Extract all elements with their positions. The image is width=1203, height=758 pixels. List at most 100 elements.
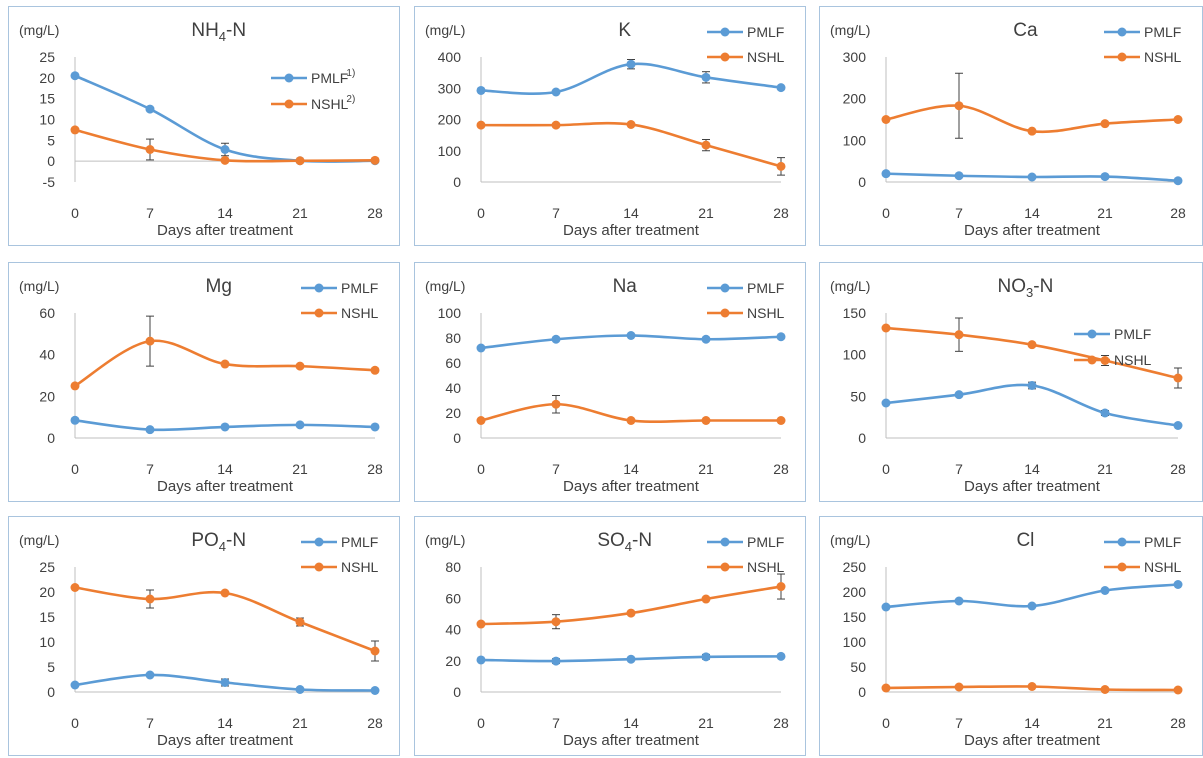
legend-marker — [284, 73, 294, 83]
chart-svg: (mg/L) Cl 0 50 100 150 200 250 0 7 14 21 28 Days afte… — [830, 530, 1186, 749]
x-tick-label: 28 — [773, 715, 789, 731]
chart-title: NH4-N — [191, 20, 246, 44]
data-point-nshl — [881, 115, 891, 124]
data-point-nshl — [626, 416, 636, 425]
data-point-pmlf — [551, 334, 561, 344]
y-tick-label: 40 — [445, 622, 461, 638]
data-point-pmlf — [1027, 601, 1037, 611]
data-point-pmlf — [1100, 408, 1110, 418]
y-tick-label: 40 — [445, 380, 461, 396]
data-point-nshl — [370, 646, 380, 656]
data-point-nshl — [626, 608, 636, 618]
y-tick-label: 200 — [438, 112, 462, 128]
data-point-pmlf — [626, 654, 636, 664]
x-tick-label: 14 — [623, 715, 639, 731]
chart-title-subscript: 4 — [625, 539, 632, 554]
x-tick-label: 28 — [367, 715, 383, 731]
legend-label: NSHL — [747, 559, 785, 575]
data-point-pmlf — [954, 171, 964, 181]
data-point-pmlf — [295, 685, 305, 694]
chart-title-subscript: 3 — [1026, 285, 1033, 300]
data-point-pmlf — [70, 415, 80, 425]
legend-marker — [1117, 27, 1127, 37]
legend-marker — [1087, 355, 1097, 365]
data-point-nshl — [1100, 119, 1110, 129]
data-point-nshl — [145, 336, 155, 346]
y-tick-label: 0 — [47, 153, 55, 169]
data-point-pmlf — [626, 59, 636, 69]
data-point-pmlf — [954, 596, 964, 606]
unit-label: (mg/L) — [19, 532, 59, 548]
data-point-pmlf — [476, 343, 486, 353]
y-tick-label: 20 — [39, 584, 55, 600]
chart-title: NO3-N — [998, 276, 1054, 300]
x-tick-label: 0 — [882, 461, 890, 477]
data-point-pmlf — [1173, 176, 1183, 186]
data-point-nshl — [1027, 126, 1037, 136]
legend-label: NSHL — [747, 49, 785, 65]
y-tick-label: 0 — [858, 430, 866, 446]
data-point-nshl — [881, 323, 891, 333]
legend-item-pmlf: PMLF — [707, 24, 784, 40]
data-point-pmlf — [881, 169, 891, 179]
y-tick-label: 50 — [850, 659, 866, 675]
legend-marker — [314, 283, 324, 293]
data-point-pmlf — [145, 425, 155, 435]
x-tick-label: 21 — [1097, 461, 1113, 477]
chart-panel-k: (mg/L) K 0 100 200 300 400 0 7 14 21 28 Days after t… — [414, 6, 806, 246]
chart-title-main: PO — [191, 530, 218, 551]
data-point-pmlf — [1100, 172, 1110, 182]
legend-label: NSHL — [1144, 559, 1182, 575]
y-tick-label: 100 — [843, 347, 867, 363]
data-point-pmlf — [776, 83, 786, 93]
data-point-nshl — [370, 365, 380, 375]
x-tick-label: 7 — [146, 461, 154, 477]
x-tick-label: 0 — [882, 205, 890, 221]
data-point-nshl — [626, 120, 636, 129]
data-point-pmlf — [881, 398, 891, 408]
y-tick-label: 5 — [47, 132, 55, 148]
legend-item-pmlf: PMLF — [301, 534, 378, 550]
data-point-nshl — [954, 330, 964, 340]
series-line-nshl — [480, 121, 782, 168]
data-point-pmlf — [954, 390, 964, 400]
data-point-nshl — [776, 582, 786, 592]
data-point-nshl — [220, 588, 230, 598]
data-point-nshl — [881, 683, 891, 693]
legend-marker — [720, 283, 730, 293]
data-point-pmlf — [776, 332, 786, 342]
data-point-nshl — [70, 125, 80, 135]
y-tick-label: 20 — [445, 405, 461, 421]
legend-label: NSHL — [311, 96, 349, 112]
x-tick-label: 0 — [477, 205, 485, 221]
legend-item-nshl: NSHL — [301, 559, 379, 575]
y-tick-label: 10 — [39, 634, 55, 650]
x-axis-title: Days after treatment — [563, 478, 700, 495]
y-tick-label: 100 — [438, 305, 462, 321]
y-tick-label: 150 — [843, 609, 867, 625]
x-tick-label: 7 — [955, 205, 963, 221]
data-point-pmlf — [701, 72, 711, 82]
y-tick-label: 15 — [39, 91, 55, 107]
legend-marker — [284, 99, 294, 109]
data-point-pmlf — [551, 656, 561, 666]
x-tick-label: 21 — [292, 461, 308, 477]
chart-title-main: Na — [613, 276, 638, 297]
data-point-pmlf — [701, 334, 711, 344]
y-tick-label: 60 — [39, 305, 55, 321]
legend-item-nshl: NSHL — [707, 559, 785, 575]
y-tick-label: 10 — [39, 112, 55, 128]
x-tick-label: 14 — [1024, 205, 1040, 221]
y-tick-label: 200 — [843, 584, 867, 600]
legend-marker — [720, 52, 730, 62]
y-tick-label: 20 — [445, 653, 461, 669]
data-point-pmlf — [370, 422, 380, 432]
x-tick-label: 0 — [477, 715, 485, 731]
chart-panel-mg: (mg/L) Mg 0 20 40 60 0 7 14 21 28 Days after treatm… — [8, 262, 400, 502]
x-tick-label: 0 — [71, 205, 79, 221]
x-tick-label: 7 — [955, 715, 963, 731]
chart-title-tail: -N — [1033, 276, 1053, 297]
legend-marker — [720, 27, 730, 37]
x-axis-title: Days after treatment — [563, 732, 700, 749]
data-point-nshl — [701, 140, 711, 150]
